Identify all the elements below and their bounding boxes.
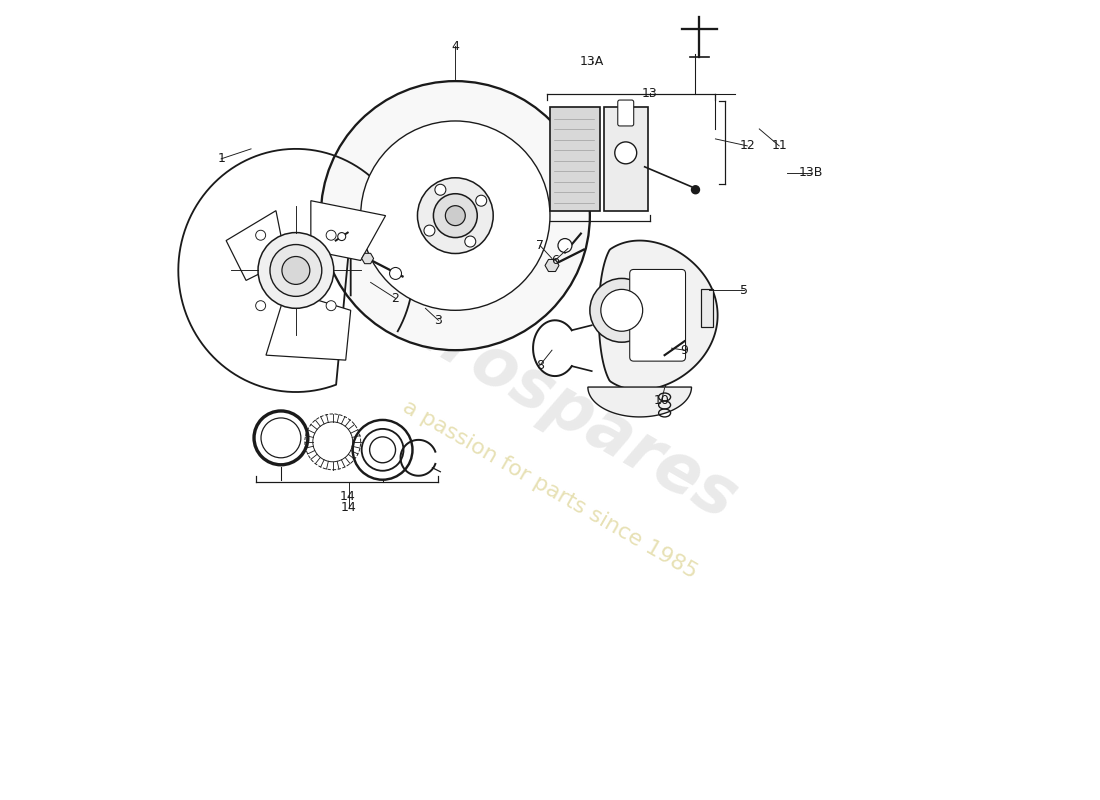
Circle shape — [434, 184, 446, 195]
Polygon shape — [587, 387, 692, 417]
Circle shape — [475, 195, 486, 206]
Text: 12: 12 — [739, 139, 756, 152]
Circle shape — [270, 245, 322, 296]
Text: 5: 5 — [740, 284, 748, 297]
Text: a passion for parts since 1985: a passion for parts since 1985 — [399, 397, 701, 582]
Circle shape — [326, 301, 337, 310]
Polygon shape — [362, 254, 374, 264]
Polygon shape — [227, 210, 286, 281]
Circle shape — [389, 267, 402, 279]
Circle shape — [418, 178, 493, 254]
Text: 14: 14 — [339, 490, 355, 503]
Circle shape — [321, 81, 590, 350]
Polygon shape — [266, 290, 351, 360]
Circle shape — [692, 186, 700, 194]
Circle shape — [255, 301, 265, 310]
Circle shape — [558, 238, 572, 253]
Text: 8: 8 — [536, 358, 544, 372]
Circle shape — [601, 290, 642, 331]
Text: 10: 10 — [653, 394, 670, 406]
Bar — [702, 290, 714, 327]
Text: 13B: 13B — [799, 166, 823, 179]
Polygon shape — [311, 201, 386, 261]
Text: 13A: 13A — [580, 54, 604, 68]
Circle shape — [361, 121, 550, 310]
Text: 13: 13 — [641, 86, 658, 99]
FancyBboxPatch shape — [618, 100, 634, 126]
Polygon shape — [598, 241, 717, 390]
Text: 7: 7 — [536, 239, 544, 252]
Text: 4: 4 — [451, 40, 460, 53]
Circle shape — [424, 225, 434, 236]
Circle shape — [282, 257, 310, 285]
Text: 2: 2 — [392, 292, 399, 305]
Text: 11: 11 — [771, 139, 788, 152]
Bar — [604, 107, 648, 210]
FancyBboxPatch shape — [629, 270, 685, 361]
Circle shape — [258, 233, 333, 308]
Text: 1: 1 — [217, 152, 226, 166]
Circle shape — [590, 278, 653, 342]
Circle shape — [326, 230, 337, 240]
Bar — [550, 107, 600, 210]
Circle shape — [446, 206, 465, 226]
Text: eurospares: eurospares — [351, 266, 749, 534]
Text: 3: 3 — [434, 314, 442, 326]
Text: 9: 9 — [681, 344, 689, 357]
Text: 6: 6 — [551, 254, 559, 267]
Circle shape — [465, 236, 476, 247]
Circle shape — [338, 233, 345, 241]
Text: 14: 14 — [341, 501, 356, 514]
Circle shape — [433, 194, 477, 238]
Circle shape — [255, 230, 265, 240]
Polygon shape — [544, 259, 559, 271]
Circle shape — [615, 142, 637, 164]
